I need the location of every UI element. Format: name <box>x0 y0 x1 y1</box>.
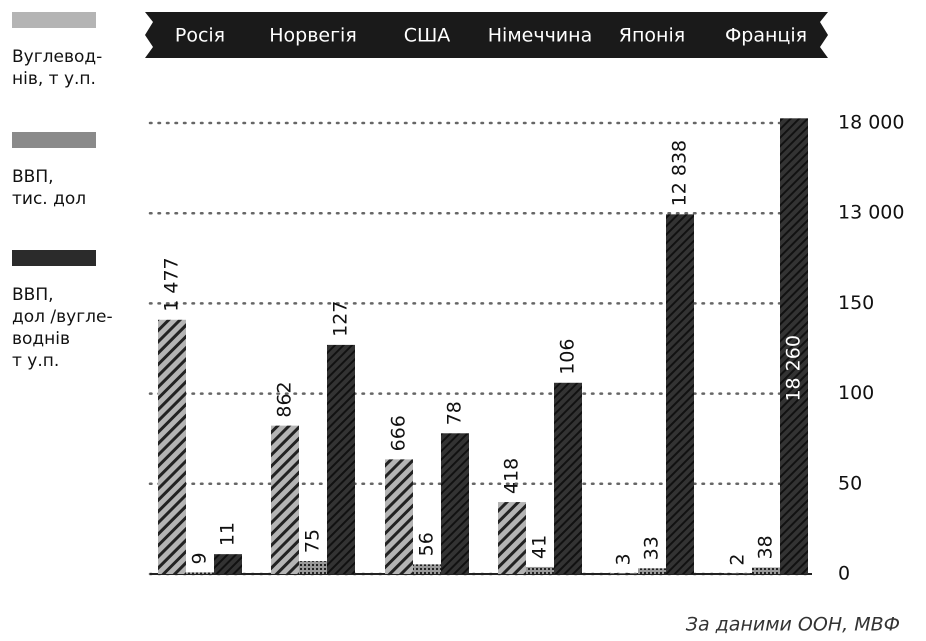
value-label: 11 <box>217 522 239 546</box>
y-tick-label: 13 000 <box>838 202 904 224</box>
value-label: 106 <box>557 339 579 375</box>
bar <box>441 433 469 574</box>
value-label: 418 <box>501 458 523 494</box>
bar <box>526 566 554 574</box>
y-tick-label: 150 <box>838 292 874 314</box>
x-tick-label: США <box>404 25 451 47</box>
legend-label: Вуглевод- нів, т у.п. <box>12 47 103 89</box>
value-label: 3 <box>613 553 635 565</box>
legend-swatch <box>12 132 96 148</box>
bar <box>271 425 299 574</box>
value-label: 9 <box>189 552 211 564</box>
bar <box>385 459 413 574</box>
y-tick-label: 18 000 <box>838 112 904 134</box>
value-label: 18 260 <box>783 335 805 401</box>
source: За даними ООН, МВФ <box>686 614 900 636</box>
bar <box>638 568 666 574</box>
value-label: 666 <box>388 415 410 451</box>
value-label: 56 <box>416 532 438 556</box>
value-label: 12 838 <box>669 140 691 206</box>
bar <box>780 118 808 574</box>
bar <box>554 382 582 574</box>
bar <box>214 554 242 574</box>
value-label: 2 <box>727 554 749 566</box>
bar <box>752 567 780 574</box>
bar <box>186 572 214 574</box>
value-label: 41 <box>529 535 551 559</box>
y-tick-label: 50 <box>838 472 862 494</box>
bar <box>610 573 638 574</box>
value-label: 1 477 <box>161 257 183 311</box>
bar <box>666 214 694 574</box>
value-label: 862 <box>274 381 296 417</box>
bar <box>299 561 327 574</box>
bar <box>498 502 526 574</box>
value-label: 127 <box>330 301 352 337</box>
legend-swatch <box>12 12 96 28</box>
y-tick-label: 0 <box>838 563 850 585</box>
y-tick-label: 100 <box>838 382 874 404</box>
legend-label: ВВП, тис. дол <box>12 167 87 209</box>
value-label: 38 <box>755 535 777 559</box>
bar <box>158 319 186 574</box>
value-label: 78 <box>444 401 466 425</box>
x-tick-label: Норвегія <box>269 25 357 47</box>
legend-label: ВВП, дол /вугле- воднів т у.п. <box>12 285 113 371</box>
header-band <box>145 12 828 58</box>
x-tick-label: Японія <box>619 25 685 47</box>
x-tick-label: Франція <box>725 25 807 47</box>
legend-swatch <box>12 250 96 266</box>
x-tick-label: Німеччина <box>488 25 592 47</box>
value-label: 75 <box>302 529 324 553</box>
x-tick-label: Росія <box>175 25 225 47</box>
value-label: 33 <box>641 536 663 560</box>
bar <box>413 564 441 574</box>
bar <box>327 344 355 574</box>
